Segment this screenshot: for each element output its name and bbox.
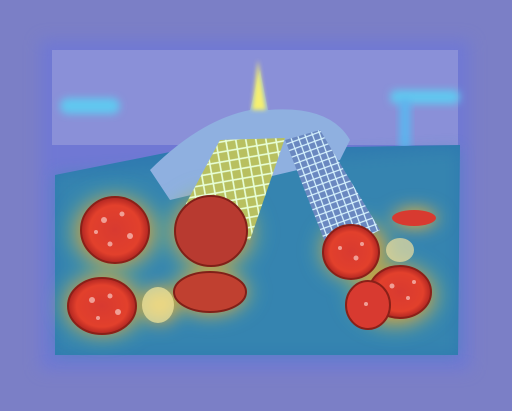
fat-specks [89,211,416,320]
glow-spot [60,98,120,114]
sausage-net [285,130,380,255]
garlic [386,238,414,262]
salami-slices [67,195,436,335]
glow-spot [400,100,410,150]
garlic [142,287,174,323]
cloth-tip-glow [252,60,266,110]
